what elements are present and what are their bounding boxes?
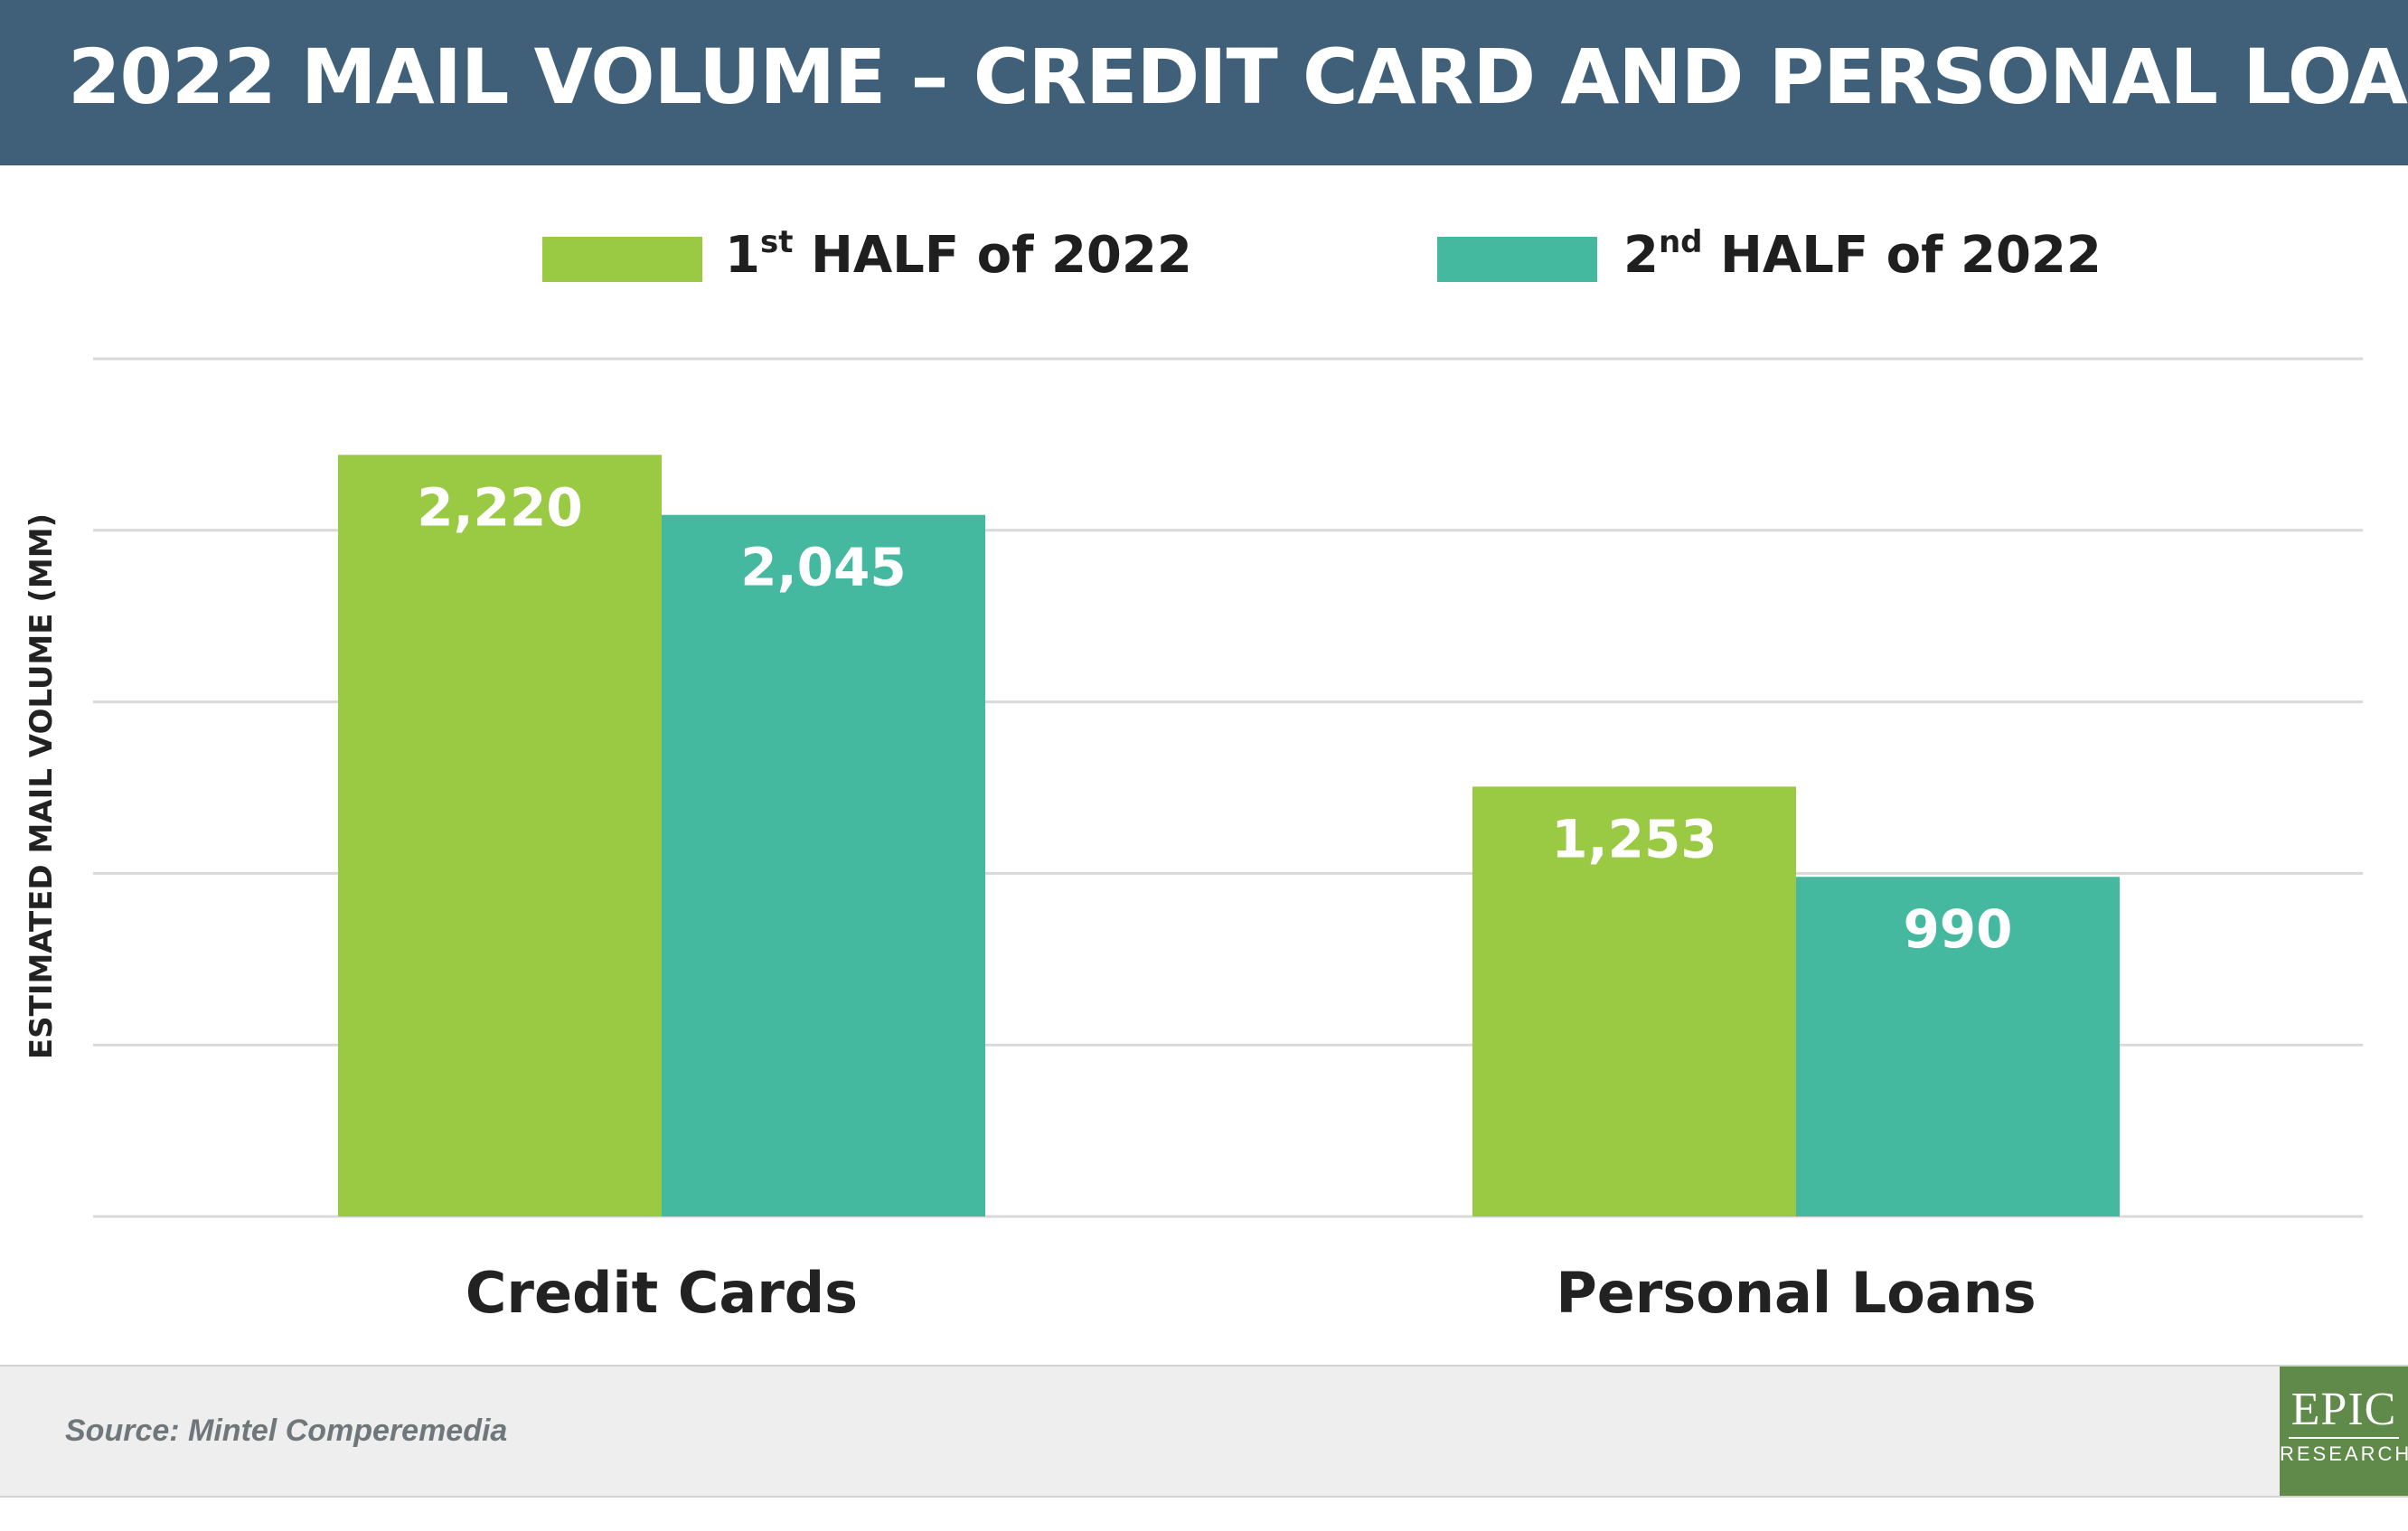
bar-value-label: 1,253 [1551, 808, 1717, 869]
legend-swatch-first-half [542, 237, 702, 282]
legend-label-second-half: 2nd HALF of 2022 [1623, 224, 2102, 285]
y-axis-label: ESTIMATED MAIL VOLUME (MM) [24, 512, 60, 1060]
epic-research-logo: EPIC RESEARCH [2280, 1367, 2408, 1496]
legend-swatch-second-half [1437, 237, 1597, 282]
logo-text-research: RESEARCH [2280, 1442, 2408, 1465]
category-label: Personal Loans [1556, 1260, 2036, 1326]
bar-first-half [338, 455, 662, 1217]
footer: Source: Mintel Comperemedia EPIC RESEARC… [0, 1365, 2408, 1498]
bar-first-half [1472, 786, 1796, 1216]
header-banner: 2022 MAIL VOLUME – CREDIT CARD AND PERSO… [0, 0, 2408, 165]
bar-value-label: 2,045 [740, 537, 906, 598]
logo-rule [2289, 1437, 2399, 1439]
bar-value-label: 2,220 [417, 476, 582, 538]
logo-text-epic: EPIC [2290, 1384, 2397, 1435]
chart-title: 2022 MAIL VOLUME – CREDIT CARD AND PERSO… [68, 33, 2408, 121]
bar-value-label: 990 [1903, 898, 2012, 960]
bar-second-half [662, 514, 985, 1216]
category-label: Credit Cards [466, 1260, 858, 1326]
source-note: Source: Mintel Comperemedia [65, 1414, 508, 1448]
bar-second-half [1796, 877, 2120, 1216]
legend-label-first-half: 1st HALF of 2022 [725, 224, 1192, 285]
